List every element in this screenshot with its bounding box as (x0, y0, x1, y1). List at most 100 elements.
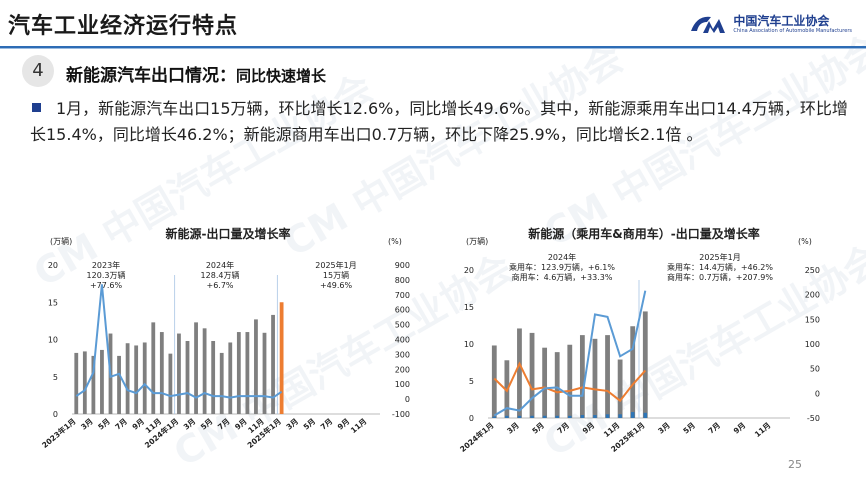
x-tick-label: 11月 (349, 417, 369, 435)
bar (554, 352, 560, 418)
x-tick-label: 9月 (732, 421, 748, 436)
x-tick-label: 5月 (199, 417, 215, 432)
y-right-tick-label: 400 (395, 336, 410, 345)
y-left-tick-label: 10 (48, 336, 58, 345)
bar (567, 344, 573, 418)
x-tick-label: 5月 (96, 417, 112, 432)
x-tick-label: 7月 (707, 421, 723, 436)
y-left-tick-label: 5 (53, 373, 58, 382)
bar (91, 355, 96, 414)
bar (236, 332, 241, 414)
bar (617, 359, 623, 418)
right-axis-unit: (%) (798, 237, 812, 246)
x-tick-label: 3月 (79, 417, 95, 432)
y-right-tick-label: 800 (395, 276, 410, 285)
bar (134, 345, 139, 414)
bar (580, 415, 585, 418)
section-heading: 4 新能源汽车出口情况：同比快速增长 (14, 55, 394, 89)
bar (271, 314, 275, 414)
caam-logo-icon (691, 16, 726, 33)
growth-rate-line (493, 290, 647, 417)
section-heading-text: 新能源汽车出口情况： (66, 66, 236, 86)
bar (529, 332, 535, 418)
y-right-tick-label: 200 (395, 365, 410, 374)
y-right-tick-label: 300 (395, 350, 410, 359)
header-bar: 汽车工业经济运行特点 中国汽车工业协会 China Association of… (0, 0, 866, 46)
bullet-square-icon (32, 103, 41, 112)
bar (151, 322, 156, 414)
y-left-tick-label: 15 (464, 303, 474, 312)
bar (202, 328, 207, 414)
chart-annotation: 2023年 (92, 260, 120, 270)
bar (555, 415, 559, 418)
y-right-tick-label: 600 (395, 306, 410, 315)
growth-rate-line (75, 284, 283, 399)
chart-annotation: 2024年 (548, 252, 576, 262)
x-tick-label: 7月 (216, 417, 232, 432)
header-divider (0, 46, 866, 48)
bar (542, 347, 548, 418)
bar (592, 338, 598, 418)
y-left-tick-label: 20 (464, 266, 474, 275)
x-tick-label: 3月 (505, 421, 521, 436)
bar (168, 353, 173, 414)
summary-paragraph: 1月，新能源汽车出口15万辆，环比增长12.6%，同比增长49.6%。其中，新能… (30, 96, 850, 148)
y-left-tick-label: 20 (48, 261, 58, 270)
y-left-tick-label: 10 (464, 340, 474, 349)
section-title: 新能源汽车出口情况：同比快速增长 (66, 61, 326, 86)
left-axis-unit: (万辆) (50, 236, 72, 246)
y-right-tick-label: 700 (395, 291, 410, 300)
left-axis-unit: (万辆) (466, 236, 488, 246)
bar (530, 415, 534, 418)
y-left-tick-label: 0 (469, 414, 474, 423)
y-right-tick-label: 150 (805, 315, 820, 324)
header-divider-thin (0, 48, 866, 49)
y-right-tick-label: 100 (805, 340, 820, 349)
bar (517, 415, 522, 418)
right-axis-unit: (%) (388, 237, 402, 246)
chart-title: 新能源（乘用车&商用车）-出口量及增长率 (528, 226, 759, 241)
bar (125, 343, 130, 414)
x-tick-label: 9月 (581, 421, 597, 436)
x-tick-label: 5月 (530, 421, 546, 436)
y-right-tick-label: 100 (395, 380, 410, 389)
summary-text: 1月，新能源汽车出口15万辆，环比增长12.6%，同比增长49.6%。其中，新能… (30, 99, 848, 144)
x-tick-label: 5月 (681, 421, 697, 436)
chart-pv-cv-export: 新能源（乘用车&商用车）-出口量及增长率 (万辆) (%) 0 5 10 15 20 -50 0 5… (458, 226, 820, 454)
chart-annotation: +6.7% (206, 281, 233, 290)
chart-annotation: 120.3万辆 (87, 270, 126, 280)
chart-annotation: 2025年1月 (315, 260, 356, 270)
chart-annotation: +77.6% (90, 281, 123, 290)
bar (568, 415, 572, 418)
bar (142, 342, 147, 414)
y-right-tick-label: 200 (805, 291, 820, 300)
x-tick-label: 5月 (302, 417, 318, 432)
bar (117, 355, 121, 414)
bar (185, 340, 190, 414)
bar (642, 311, 648, 418)
y-right-tick-label: -50 (807, 414, 820, 423)
page-number: 25 (788, 458, 802, 471)
section-number: 4 (22, 55, 54, 87)
y-right-tick-label: 0 (405, 395, 410, 404)
y-right-tick-label: 900 (395, 261, 410, 270)
bar (618, 414, 622, 418)
chart-title: 新能源-出口量及增长率 (166, 226, 291, 241)
x-tick-label: 3月 (656, 421, 672, 436)
bar (605, 335, 610, 418)
x-tick-label: 2024年1月 (458, 420, 496, 454)
page-title: 汽车工业经济运行特点 (8, 14, 239, 39)
chart-annotation: 乘用车：123.9万辆，+6.1% (509, 262, 615, 272)
bar (643, 412, 648, 418)
bar (177, 333, 181, 414)
bar (254, 319, 258, 414)
chart-annotation: 128.4万辆 (201, 270, 240, 280)
bar (491, 345, 497, 418)
chart-annotation: 2024年 (206, 260, 234, 270)
bar (492, 416, 497, 418)
x-tick-label: 3月 (182, 417, 198, 432)
y-right-tick-label: 50 (810, 365, 820, 374)
bar (630, 412, 635, 418)
bar (593, 415, 597, 418)
bar (211, 340, 216, 414)
